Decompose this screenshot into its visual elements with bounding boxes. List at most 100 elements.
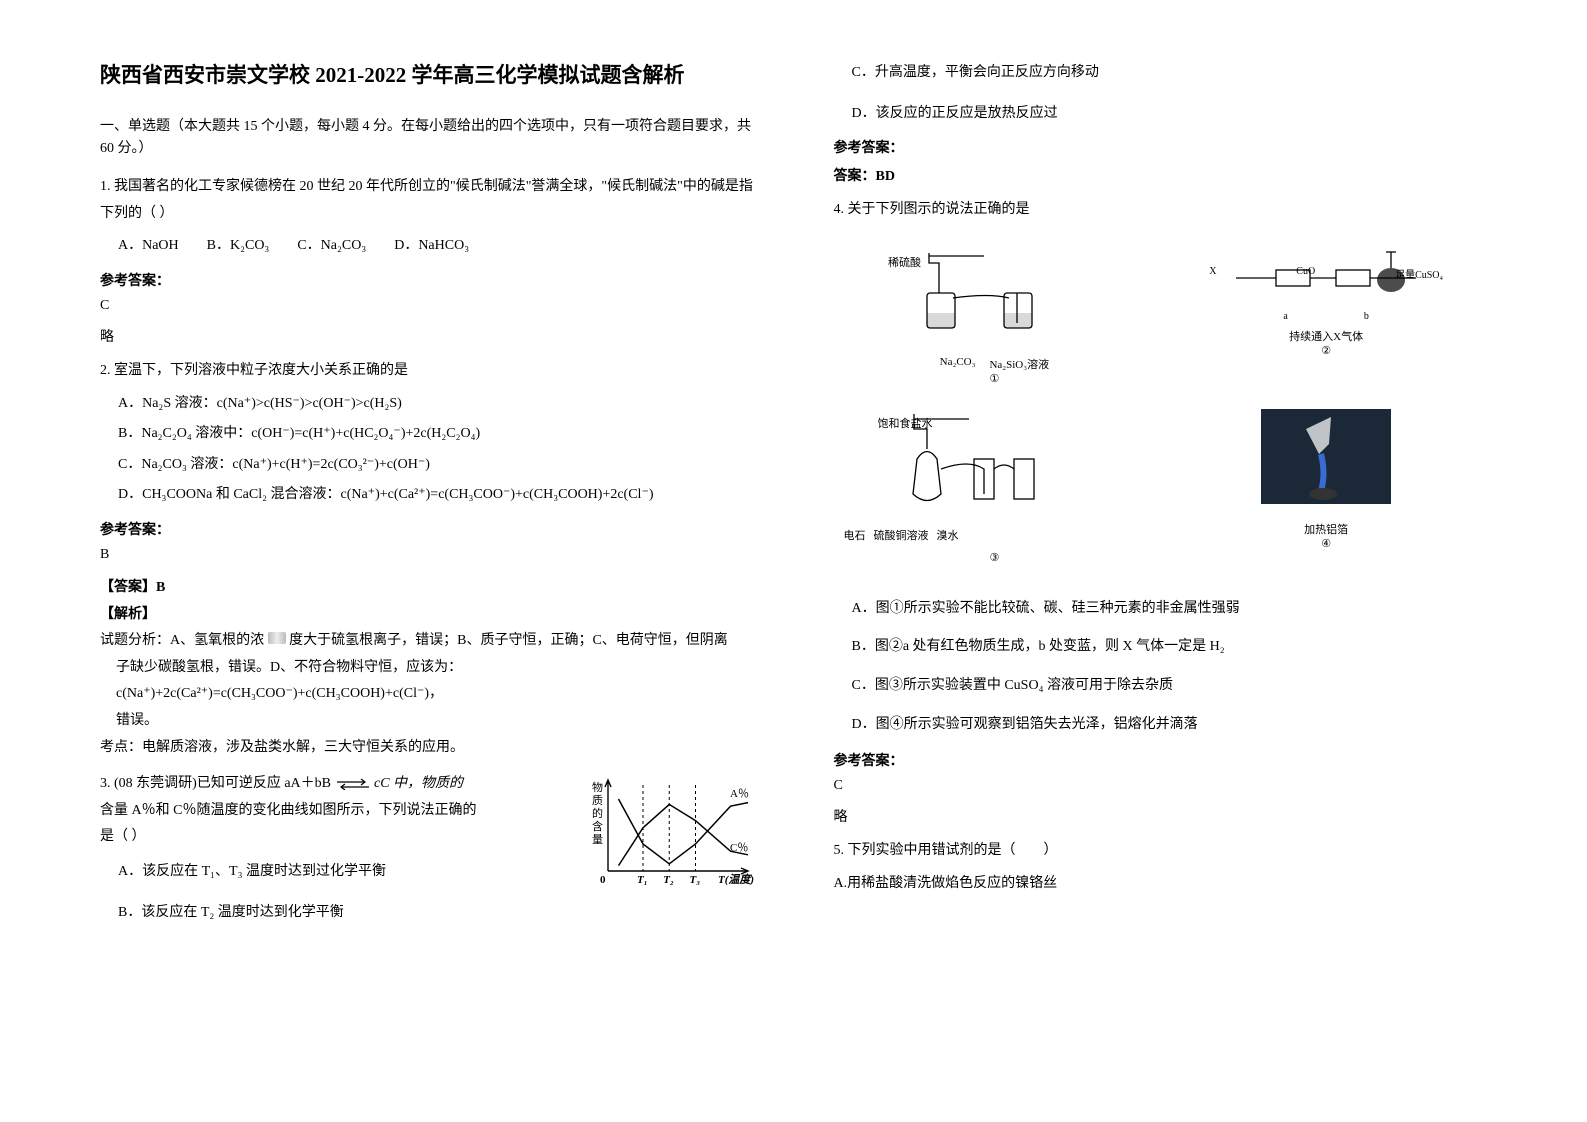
svg-text:T(温度): T(温度) <box>718 873 754 886</box>
q2-opt-d: D．CH₃COONa 和 CaCl₂ 混合溶液：c(Na⁺)+c(Ca²⁺)=c… <box>118 482 754 509</box>
d2-label-x: X <box>1209 266 1216 281</box>
d3-label-4: 溴水 <box>937 527 959 543</box>
q5-stem: 5. 下列实验中用错试剂的是（ ） <box>834 838 1488 865</box>
d1-label-3: Na₂SiO₃溶液 <box>989 356 1049 372</box>
d1-label-2: Na₂CO₃ <box>940 356 976 372</box>
exam-page: 陕西省西安市崇文学校 2021-2022 学年高三化学模拟试题含解析 一、单选题… <box>0 0 1587 980</box>
svg-text:A％: A％ <box>730 788 749 800</box>
document-title: 陕西省西安市崇文学校 2021-2022 学年高三化学模拟试题含解析 <box>100 60 754 92</box>
svg-text:C％: C％ <box>730 842 748 854</box>
q4-options: A．图①所示实验不能比较硫、碳、硅三种元素的非金属性强弱 B．图②a 处有红色物… <box>834 596 1488 738</box>
q4-opt-b: B．图②a 处有红色物质生成，b 处变蓝，则 X 气体一定是 H₂ <box>852 634 1488 661</box>
q3-answer: 答案：BD <box>834 165 1488 185</box>
equilibrium-arrow-icon <box>335 778 371 790</box>
q1-answer-label: 参考答案： <box>100 270 754 290</box>
d2-idx: ② <box>1169 344 1483 357</box>
q1-opt-c: C．Na₂CO₃ <box>297 233 366 260</box>
q1-stem: 1. 我国著名的化工专家候德榜在 20 世纪 20 年代所创立的"候氏制碱法"誉… <box>100 174 754 227</box>
q3-stem-a: 3. (08 东莞调研)已知可逆反应 aA＋bB <box>100 776 331 791</box>
svg-text:物: 物 <box>592 780 603 794</box>
q4-diagram-4: 加热铝箔 ④ <box>1165 395 1487 568</box>
q4-stem: 4. 关于下列图示的说法正确的是 <box>834 197 1488 224</box>
d3-idx: ③ <box>838 551 1152 564</box>
svg-text:质: 质 <box>592 794 603 807</box>
svg-text:量: 量 <box>592 833 603 846</box>
q2-ans-tag: 【答案】B <box>100 575 754 602</box>
q3-opts-right: C．升高温度，平衡会向正反应方向移动 D．该反应的正反应是放热反应过 <box>834 60 1488 127</box>
q3-text-block: 3. (08 东莞调研)已知可逆反应 aA＋bB cC 中，物质的 含量 A％和… <box>100 771 576 930</box>
d4-idx: ④ <box>1169 537 1483 550</box>
q2-analysis-line3: 错误。 <box>100 708 754 735</box>
section-header: 一、单选题（本大题共 15 个小题，每小题 4 分。在每小题给出的四个选项中，只… <box>100 116 754 161</box>
question-4: 4. 关于下列图示的说法正确的是 <box>834 197 1488 224</box>
q3-opt-b: B．该反应在 T₂ 温度时达到化学平衡 <box>118 900 576 927</box>
q4-diagram-3: 饱和食盐水 电石 硫酸铜溶液 溴水 ③ <box>834 395 1156 568</box>
d1-idx: ① <box>838 372 1152 385</box>
q4-opt-d: D．图④所示实验可观察到铝箔失去光泽，铝熔化并滴落 <box>852 712 1488 739</box>
svg-text:的: 的 <box>592 806 603 820</box>
q3-chart: 物质的含量A％C％0T₁T₂T₃T(温度) <box>584 775 754 904</box>
q3-answer-label: 参考答案： <box>834 137 1488 157</box>
question-1: 1. 我国著名的化工专家候德榜在 20 世纪 20 年代所创立的"候氏制碱法"誉… <box>100 174 754 260</box>
d3-label-3: 硫酸铜溶液 <box>874 527 929 543</box>
q5-opt-a: A.用稀盐酸清洗做焰色反应的镍铬丝 <box>834 871 1488 898</box>
q1-options: A．NaOH B．K₂CO₃ C．Na₂CO₃ D．NaHCO₃ <box>100 233 754 260</box>
q3-opt-a: A．该反应在 T₁、T₃ 温度时达到过化学平衡 <box>118 859 576 886</box>
d1-label-1: 稀硫酸 <box>880 254 930 270</box>
apparatus-icon-4 <box>1251 399 1401 519</box>
svg-text:含: 含 <box>592 819 603 833</box>
question-2: 2. 室温下，下列溶液中粒子浓度大小关系正确的是 A．Na₂S 溶液：c(Na⁺… <box>100 358 754 509</box>
q3-stem-b: cC 中，物质的 <box>374 776 463 791</box>
q3-stem-c: 含量 A％和 C％随温度的变化曲线如图所示，下列说法正确的 <box>100 798 576 825</box>
q3-opt-d: D．该反应的正反应是放热反应过 <box>852 101 1488 128</box>
q4-answer: C <box>834 778 1488 794</box>
q4-opt-a: A．图①所示实验不能比较硫、碳、硅三种元素的非金属性强弱 <box>852 596 1488 623</box>
q4-brief: 略 <box>834 806 1488 826</box>
q2-analysis-line1a: 试题分析：A、氢氧根的浓 <box>100 633 264 648</box>
q3-options: A．该反应在 T₁、T₃ 温度时达到过化学平衡 B．该反应在 T₂ 温度时达到化… <box>100 859 576 926</box>
q4-answer-label: 参考答案： <box>834 750 1488 770</box>
q2-analysis: 【答案】B 【解析】 试题分析：A、氢氧根的浓 度大于硫氢根离子，错误；B、质子… <box>100 575 754 761</box>
q2-analysis-row1: 试题分析：A、氢氧根的浓 度大于硫氢根离子，错误；B、质子守恒，正确；C、电荷守… <box>100 628 754 655</box>
q1-brief: 略 <box>100 326 754 346</box>
q2-options: A．Na₂S 溶液：c(Na⁺)>c(HS⁻)>c(OH⁻)>c(H₂S) B．… <box>100 391 754 509</box>
d2-label-flow: 持续通入X气体 <box>1169 328 1483 344</box>
q4-diagram-2: X CuO 足量CuSO₄ a b 持续通入X气体 ② <box>1165 234 1487 389</box>
svg-text:T₁: T₁ <box>637 874 648 886</box>
q1-opt-a: A．NaOH <box>118 233 179 260</box>
d3-label-2: 电石 <box>844 527 866 543</box>
q2-opt-c: C．Na₂CO₃ 溶液：c(Na⁺)+c(H⁺)=2c(CO₃²⁻)+c(OH⁻… <box>118 452 754 479</box>
q2-analysis-point: 考点：电解质溶液，涉及盐类水解，三大守恒关系的应用。 <box>100 735 754 762</box>
d2-label-cuso4: 足量CuSO₄ <box>1395 266 1443 281</box>
q2-answer: B <box>100 547 754 563</box>
q2-answer-label: 参考答案： <box>100 519 754 539</box>
q3-chart-svg: 物质的含量A％C％0T₁T₂T₃T(温度) <box>584 775 754 893</box>
q4-diagram-1: 稀硫酸 Na₂CO₃ Na₂SiO₃溶液 ① <box>834 234 1156 389</box>
apparatus-icon-1 <box>909 238 1079 348</box>
q3-stem-row1: 3. (08 东莞调研)已知可逆反应 aA＋bB cC 中，物质的 <box>100 771 576 798</box>
q4-opt-c: C．图③所示实验装置中 CuSO₄ 溶液可用于除去杂质 <box>852 673 1488 700</box>
q2-opt-a: A．Na₂S 溶液：c(Na⁺)>c(HS⁻)>c(OH⁻)>c(H₂S) <box>118 391 754 418</box>
q2-analysis-line1b: 度大于硫氢根离子，错误；B、质子守恒，正确；C、电荷守恒，但阴离 <box>289 633 728 648</box>
d4-label-1: 加热铝箔 <box>1169 521 1483 537</box>
q2-stem: 2. 室温下，下列溶液中粒子浓度大小关系正确的是 <box>100 358 754 385</box>
q2-analysis-line2: 子缺少碳酸氢根，错误。D、不符合物料守恒，应该为：c(Na⁺)+2c(Ca²⁺)… <box>100 655 754 708</box>
q1-answer: C <box>100 298 754 314</box>
q2-analysis-tag: 【解析】 <box>100 602 754 629</box>
d2-label-b: b <box>1364 311 1369 322</box>
svg-text:T₃: T₃ <box>689 874 700 886</box>
right-column: C．升高温度，平衡会向正反应方向移动 D．该反应的正反应是放热反应过 参考答案：… <box>834 60 1488 940</box>
q1-opt-b: B．K₂CO₃ <box>207 233 270 260</box>
q4-diagram-grid: 稀硫酸 Na₂CO₃ Na₂SiO₃溶液 ① X CuO <box>834 234 1488 568</box>
d2-label-a: a <box>1283 311 1287 322</box>
q3-opt-c: C．升高温度，平衡会向正反应方向移动 <box>852 60 1488 87</box>
blur-fragment-icon <box>268 632 286 644</box>
d3-label-1: 饱和食盐水 <box>878 415 958 431</box>
q3-stem-d: 是（ ） <box>100 824 576 851</box>
q2-opt-b: B．Na₂C₂O₄ 溶液中：c(OH⁻)=c(H⁺)+c(HC₂O₄⁻)+2c(… <box>118 421 754 448</box>
left-column: 陕西省西安市崇文学校 2021-2022 学年高三化学模拟试题含解析 一、单选题… <box>100 60 754 940</box>
q1-opt-d: D．NaHCO₃ <box>394 233 469 260</box>
d2-label-cuo: CuO <box>1296 266 1315 281</box>
svg-text:T₂: T₂ <box>663 874 674 886</box>
question-5: 5. 下列实验中用错试剂的是（ ） A.用稀盐酸清洗做焰色反应的镍铬丝 <box>834 838 1488 897</box>
